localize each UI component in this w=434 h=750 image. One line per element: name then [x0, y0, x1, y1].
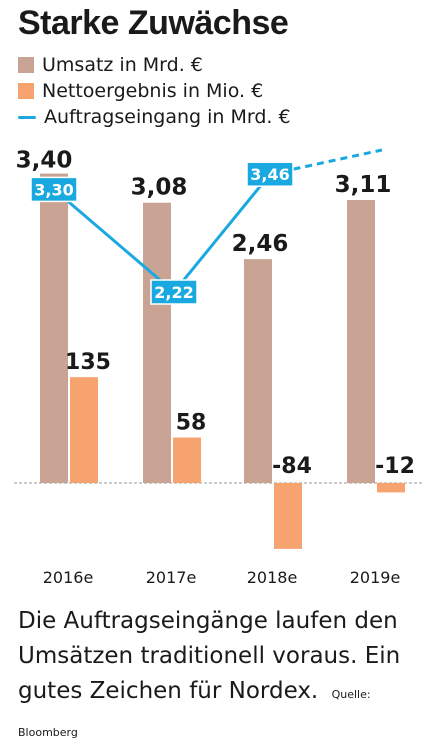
x-tick-2019e: 2019e	[350, 568, 401, 587]
bar-umsatz-2019e	[347, 199, 375, 484]
x-tick-2016e: 2016e	[43, 568, 94, 587]
label-umsatz-2019e: 3,11	[335, 172, 392, 198]
legend-swatch-umsatz	[18, 57, 34, 73]
legend-item-netto: Nettoergebnis in Mio. €	[18, 78, 291, 104]
caption: Die Auftragseingänge laufen den Umsätzen…	[18, 604, 418, 750]
label-netto-2019e: -12	[375, 454, 415, 479]
legend-label-umsatz: Umsatz in Mrd. €	[42, 54, 203, 76]
legend: Umsatz in Mrd. € Nettoergebnis in Mio. €…	[18, 52, 291, 130]
legend-item-umsatz: Umsatz in Mrd. €	[18, 52, 291, 78]
legend-swatch-auftrag	[18, 115, 36, 119]
caption-text: Die Auftragseingänge laufen den Umsätzen…	[18, 608, 401, 704]
label-auftrag-2018e: 3,46	[250, 165, 289, 184]
bar-umsatz-2018e	[244, 259, 272, 483]
label-umsatz-2017e: 3,08	[131, 175, 188, 201]
bar-umsatz-2017e	[143, 202, 171, 483]
badge-auftrag-2016e	[30, 176, 78, 203]
bar-netto-2018e	[274, 483, 302, 549]
label-netto-2017e: 58	[176, 411, 207, 436]
bar-netto-2017e	[173, 437, 201, 483]
label-netto-2016e: 135	[65, 350, 111, 375]
legend-item-auftrag: Auftragseingang in Mrd. €	[18, 104, 291, 130]
legend-swatch-netto	[18, 83, 34, 99]
bar-umsatz-2016e	[40, 173, 68, 483]
label-auftrag-2016e: 3,30	[34, 180, 73, 199]
label-netto-2018e: -84	[272, 454, 312, 479]
chart-title: Starke Zuwächse	[18, 4, 289, 42]
chart-area: 3,40 135 2016e 3,08 58 2017e 2,46 -84 2018e 3,11 -…	[14, 148, 422, 587]
x-tick-2018e: 2018e	[247, 568, 298, 587]
badge-auftrag-2018e	[246, 161, 294, 187]
label-umsatz-2016e: 3,40	[16, 148, 73, 174]
bar-netto-2016e	[70, 377, 98, 483]
legend-label-netto: Nettoergebnis in Mio. €	[42, 80, 264, 102]
label-umsatz-2018e: 2,46	[232, 231, 289, 257]
badge-auftrag-2017e	[150, 279, 198, 305]
x-tick-2017e: 2017e	[146, 568, 197, 587]
legend-label-auftrag: Auftragseingang in Mrd. €	[44, 106, 291, 128]
label-auftrag-2017e: 2,22	[154, 283, 193, 302]
bar-netto-2019e	[377, 483, 405, 493]
